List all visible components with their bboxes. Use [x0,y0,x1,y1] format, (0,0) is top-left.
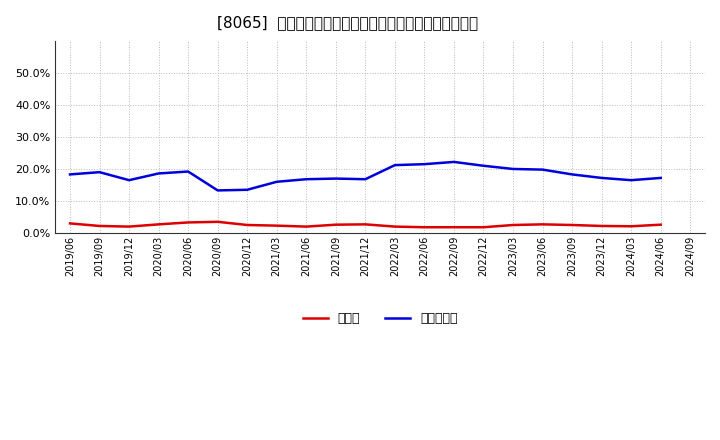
現預金 [539,222,547,227]
有利子負債 [154,171,163,176]
現預金 [627,224,636,229]
現預金 [331,222,340,227]
現預金 [390,224,399,229]
有利子負債 [627,177,636,183]
有利子負債 [598,175,606,180]
有利子負債 [480,163,488,169]
有利子負債 [657,175,665,180]
現預金 [66,221,74,226]
現預金 [213,219,222,224]
現預金 [272,223,281,228]
現預金 [480,224,488,230]
現預金 [568,222,577,227]
有利子負債 [331,176,340,181]
有利子負債 [390,162,399,168]
Title: [8065]  現預金、有利子負債の総資産に対する比率の推移: [8065] 現預金、有利子負債の総資産に対する比率の推移 [217,15,478,30]
現預金 [184,220,192,225]
現預金 [125,224,133,229]
有利子負債 [213,188,222,193]
有利子負債 [302,176,310,182]
有利子負債 [509,166,518,172]
有利子負債 [243,187,251,192]
現預金 [657,222,665,227]
現預金 [598,224,606,229]
Line: 現預金: 現預金 [70,222,661,227]
有利子負債 [95,169,104,175]
有利子負債 [449,159,458,165]
有利子負債 [66,172,74,177]
有利子負債 [125,177,133,183]
Legend: 現預金, 有利子負債: 現預金, 有利子負債 [302,312,458,325]
有利子負債 [539,167,547,172]
有利子負債 [184,169,192,174]
Line: 有利子負債: 有利子負債 [70,162,661,191]
現預金 [154,222,163,227]
現預金 [361,222,369,227]
現預金 [243,222,251,227]
有利子負債 [361,176,369,182]
現預金 [302,224,310,229]
有利子負債 [272,179,281,184]
現預金 [420,224,428,230]
現預金 [509,222,518,227]
現預金 [449,224,458,230]
現預金 [95,224,104,229]
有利子負債 [420,161,428,167]
有利子負債 [568,172,577,177]
